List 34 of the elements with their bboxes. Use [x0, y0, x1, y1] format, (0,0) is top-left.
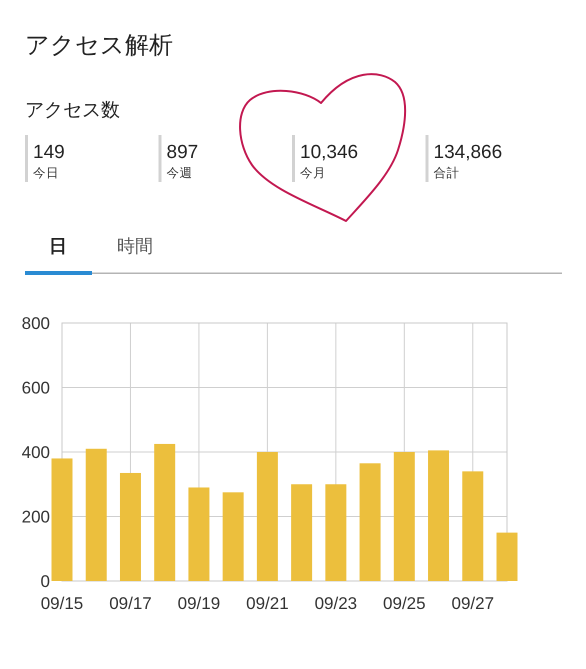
bar: [325, 484, 346, 581]
tab-selected: 日: [25, 236, 92, 275]
bar: [291, 484, 312, 581]
tab-label: 時間: [117, 236, 153, 256]
x-tick-label: 09/27: [451, 594, 494, 613]
text: アクセス数: [25, 100, 120, 121]
bar: [428, 450, 450, 581]
x-tick-label: 09/23: [314, 594, 358, 613]
bar: [222, 492, 244, 581]
x-tick-label: 09/15: [40, 594, 84, 613]
bar: [360, 463, 381, 581]
bar: [86, 448, 107, 581]
stat-card: 134,866 合計: [426, 135, 502, 182]
y-tick-label: 200: [22, 508, 50, 526]
bar: [52, 458, 72, 581]
y-tick-label: 600: [22, 378, 50, 398]
bar: [188, 487, 210, 581]
bar: [154, 444, 176, 581]
stat-card: 10,346 今月: [292, 135, 358, 182]
x-tick-label: 09/21: [246, 594, 289, 613]
bar: [496, 532, 518, 581]
y-tick-label: 800: [22, 314, 50, 333]
bar: [394, 452, 415, 581]
y-tick-label: 400: [22, 443, 50, 462]
x-tick-label: 09/25: [383, 594, 426, 613]
y-tick-label: 0: [40, 572, 50, 591]
text: アクセス解析: [25, 32, 173, 59]
bar: [462, 471, 484, 581]
stat-card: 149 今日: [25, 135, 65, 182]
bar: [120, 472, 141, 581]
bar: [256, 452, 278, 581]
stat-card: 897 今週: [158, 135, 198, 182]
x-tick-label: 09/19: [178, 594, 220, 613]
x-tick-label: 09/17: [109, 594, 152, 613]
